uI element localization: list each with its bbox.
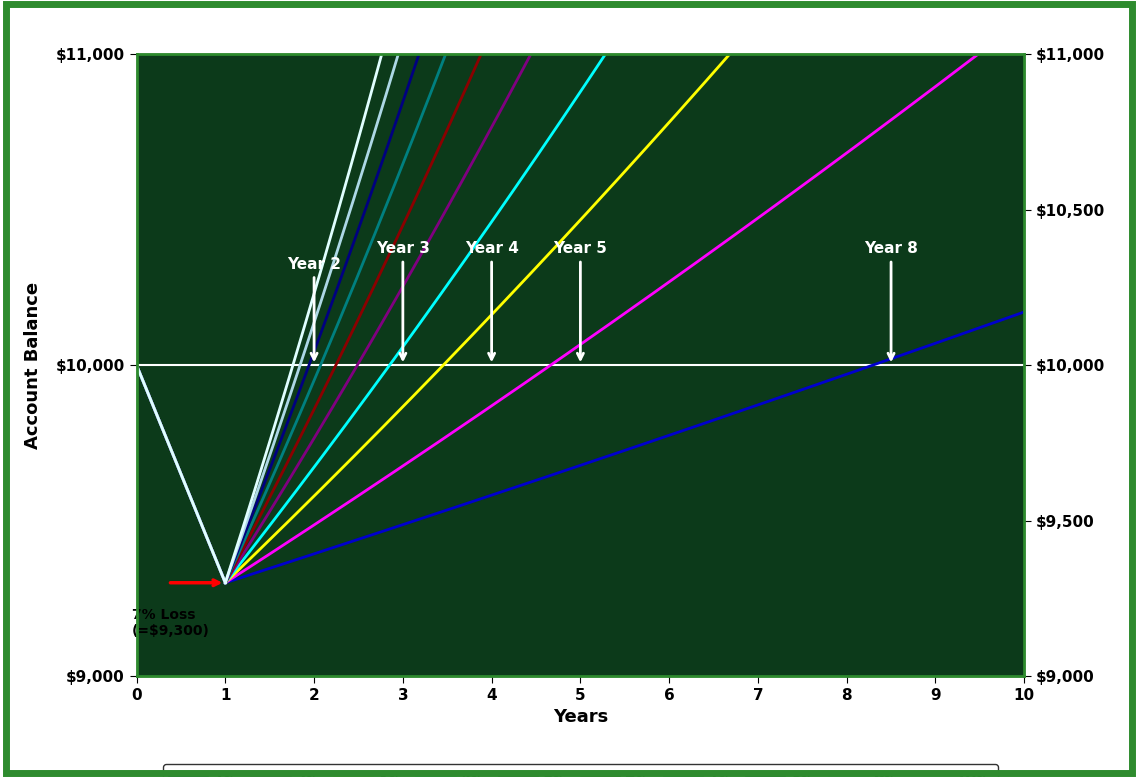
3% bbox=[694, 82, 708, 92]
Line: 9%: 9% bbox=[225, 0, 1024, 583]
8% bbox=[221, 571, 234, 580]
2% bbox=[692, 256, 706, 266]
5% bbox=[221, 574, 234, 584]
Text: 7% Loss
(=$9,300): 7% Loss (=$9,300) bbox=[132, 608, 211, 638]
2% bbox=[942, 71, 956, 81]
2% bbox=[694, 255, 708, 264]
Line: 8%: 8% bbox=[225, 0, 1024, 583]
2% bbox=[1017, 14, 1031, 23]
Text: Year 3: Year 3 bbox=[376, 242, 430, 359]
2% bbox=[221, 577, 234, 586]
10% bbox=[218, 578, 232, 587]
Line: 3%: 3% bbox=[225, 0, 1024, 583]
1% bbox=[692, 420, 706, 430]
8% bbox=[218, 578, 232, 587]
Line: 4%: 4% bbox=[225, 0, 1024, 583]
Line: 7%: 7% bbox=[225, 0, 1024, 583]
Legend: 1%, 2%, 3%, 4%, 5%, 6%, 7%, 8%, 9%, 10%: 1%, 2%, 3%, 4%, 5%, 6%, 7%, 8%, 9%, 10% bbox=[163, 765, 998, 777]
10% bbox=[221, 570, 234, 579]
3% bbox=[218, 578, 232, 587]
7% bbox=[218, 578, 232, 587]
1% bbox=[942, 333, 956, 343]
1% bbox=[218, 578, 232, 587]
1% bbox=[221, 577, 234, 587]
Line: 1%: 1% bbox=[225, 312, 1024, 583]
1% bbox=[892, 351, 906, 361]
Line: 2%: 2% bbox=[225, 19, 1024, 583]
2% bbox=[218, 578, 232, 587]
Line: 6%: 6% bbox=[225, 0, 1024, 583]
3% bbox=[708, 67, 721, 76]
2% bbox=[708, 245, 721, 254]
Line: 10%: 10% bbox=[225, 0, 1024, 583]
3% bbox=[692, 85, 706, 95]
Text: Year 4: Year 4 bbox=[464, 242, 519, 359]
3% bbox=[221, 576, 234, 585]
X-axis label: Years: Years bbox=[553, 709, 608, 726]
9% bbox=[218, 578, 232, 587]
6% bbox=[218, 578, 232, 587]
1% bbox=[694, 420, 708, 429]
1% bbox=[1017, 307, 1031, 316]
Text: Year 5: Year 5 bbox=[553, 242, 608, 359]
Line: 5%: 5% bbox=[225, 0, 1024, 583]
2% bbox=[892, 110, 906, 119]
4% bbox=[221, 575, 234, 584]
9% bbox=[221, 570, 234, 580]
Text: Year 8: Year 8 bbox=[864, 242, 918, 359]
6% bbox=[221, 573, 234, 582]
5% bbox=[218, 578, 232, 587]
4% bbox=[218, 578, 232, 587]
7% bbox=[221, 572, 234, 581]
Y-axis label: Account Balance: Account Balance bbox=[24, 281, 42, 449]
1% bbox=[708, 415, 721, 424]
Text: Year 2: Year 2 bbox=[287, 257, 341, 359]
